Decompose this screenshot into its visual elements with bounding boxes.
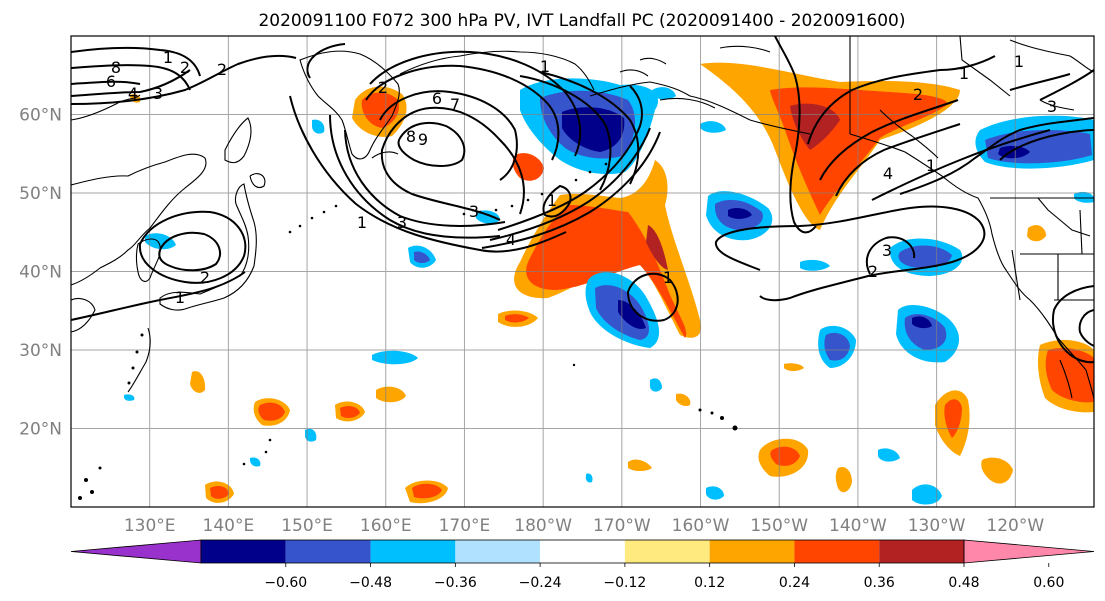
pv-contours [71, 36, 1094, 364]
colorbar-tick-label: −0.60 [264, 575, 307, 591]
figure-title: 2020091100 F072 300 hPa PV, IVT Landfall… [258, 11, 905, 31]
contour-label: 1 [540, 57, 550, 76]
colorbar-tick-label: 0.36 [864, 575, 895, 591]
longitude-label: 140°W [829, 516, 887, 536]
colorbar-cell [201, 540, 286, 563]
contour-label: 1 [547, 191, 557, 210]
contour-label: 1 [663, 268, 673, 287]
longitude-labels: 130°E 140°E 150°E 160°E 170°E 180°W 170°W 160°W… [124, 516, 1045, 536]
longitude-label: 170°W [593, 516, 651, 536]
latitude-label: 20°N [19, 420, 62, 440]
longitude-label: 150°E [281, 516, 333, 536]
colorbar-cell [455, 540, 541, 563]
contour-label: 9 [418, 130, 428, 149]
colorbar-cell [540, 540, 625, 563]
contour-label: 1 [357, 213, 367, 232]
contour-label: 1 [163, 48, 173, 67]
latitude-labels: 60°N 50°N 40°N 30°N 20°N [19, 106, 62, 440]
colorbar-cell [624, 540, 710, 563]
contour-label: 7 [450, 95, 460, 114]
contour-label: 6 [106, 72, 116, 91]
map-frame [70, 35, 1095, 508]
map-panel: 8 6 4 3 2 1 2 6 7 8 9 3 4 1 3 2 1 1 2 1 [19, 35, 1095, 536]
colorbar-ticks: −0.60 −0.48 −0.36 −0.24 −0.12 0.12 0.24 0.36 0.4… [264, 563, 1064, 591]
colorbar-outline [200, 539, 965, 564]
contour-label: 6 [432, 89, 442, 108]
colorbar: −0.60 −0.48 −0.36 −0.24 −0.12 0.12 0.24 0.36 0.4… [70, 539, 1095, 591]
negative-ivt-anomalies [124, 78, 1094, 505]
longitude-label: 160°W [672, 516, 730, 536]
longitude-label: 180°W [514, 516, 572, 536]
colorbar-tick-label: −0.36 [434, 575, 477, 591]
contour-label: 3 [153, 84, 163, 103]
contour-label: 1 [959, 64, 969, 83]
longitude-label: 130°W [908, 516, 966, 536]
latitude-label: 50°N [19, 184, 62, 204]
contour-label: 4 [883, 164, 893, 183]
contour-label: 2 [913, 85, 923, 104]
contour-label: 1 [926, 156, 936, 175]
colorbar-cells [70, 539, 1095, 564]
colorbar-tick-label: −0.12 [603, 575, 646, 591]
contour-label: 2 [180, 58, 190, 77]
contour-label: 2 [378, 78, 388, 97]
coastlines [71, 36, 1094, 401]
gridlines [71, 36, 1094, 507]
contour-label: 3 [397, 213, 407, 232]
latitude-label: 30°N [19, 341, 62, 361]
contour-label: 8 [111, 58, 121, 77]
contour-label: 1 [1014, 52, 1024, 71]
latitude-label: 60°N [19, 106, 62, 126]
latitude-label: 40°N [19, 263, 62, 283]
colorbar-tick-label: −0.48 [349, 575, 392, 591]
longitude-label: 150°W [750, 516, 808, 536]
colorbar-cell [370, 540, 456, 563]
contour-label: 2 [868, 262, 878, 281]
contour-label: 2 [200, 268, 210, 287]
colorbar-cell [879, 540, 964, 563]
longitude-label: 120°W [986, 516, 1044, 536]
contour-label: 3 [469, 202, 479, 221]
colorbar-tick-label: −0.24 [519, 575, 562, 591]
contour-label: 3 [882, 241, 892, 260]
longitude-label: 140°E [203, 516, 255, 536]
colorbar-extend-high [963, 539, 1095, 564]
longitude-label: 160°E [360, 516, 412, 536]
contour-label: 4 [506, 230, 516, 249]
colorbar-extend-low [70, 539, 202, 564]
longitude-label: 130°E [124, 516, 176, 536]
colorbar-cell [794, 540, 880, 563]
colorbar-tick-label: 0.60 [1033, 575, 1064, 591]
contour-label: 3 [1047, 97, 1057, 116]
colorbar-tick-label: 0.48 [948, 575, 979, 591]
colorbar-tick-label: 0.24 [779, 575, 810, 591]
pv-contour-labels: 8 6 4 3 2 1 2 6 7 8 9 3 4 1 3 2 1 1 2 1 [106, 48, 1057, 307]
contour-label: 1 [175, 288, 185, 307]
colorbar-cell [285, 540, 371, 563]
colorbar-tick-label: 0.12 [694, 575, 725, 591]
contour-label: 4 [128, 84, 138, 103]
colorbar-cell [709, 540, 795, 563]
longitude-label: 170°E [439, 516, 491, 536]
contour-label: 2 [217, 60, 227, 79]
contour-label: 8 [406, 127, 416, 146]
